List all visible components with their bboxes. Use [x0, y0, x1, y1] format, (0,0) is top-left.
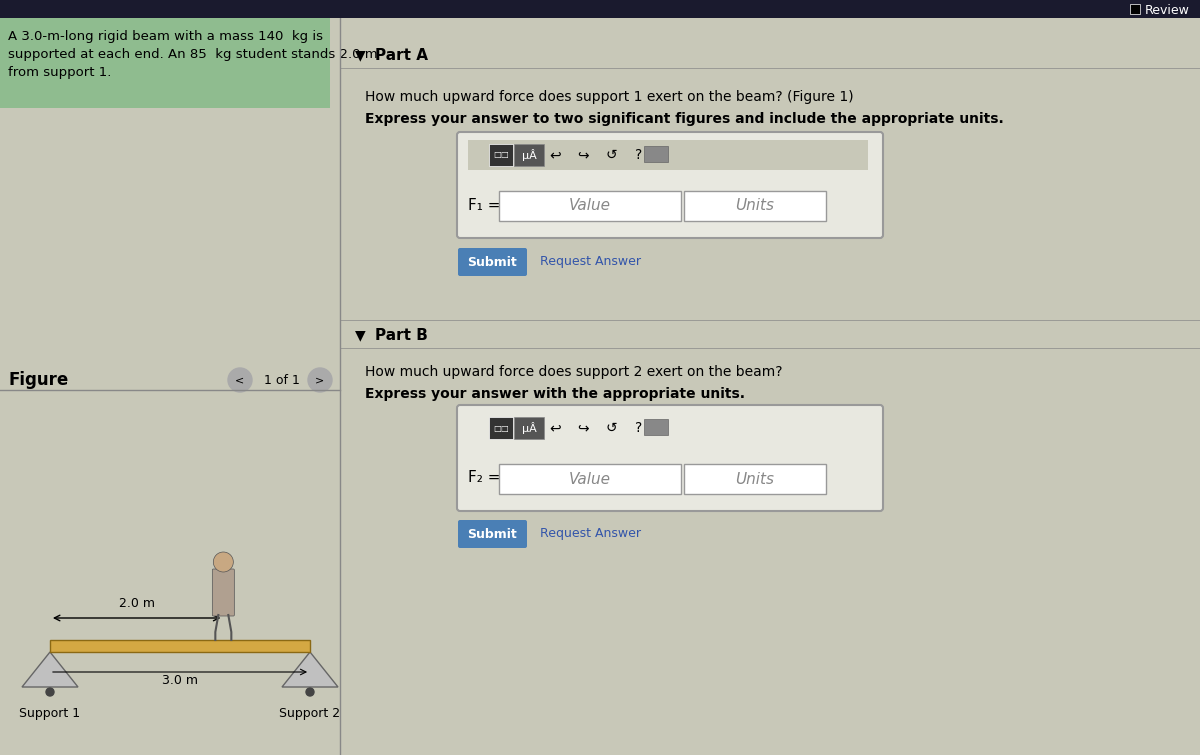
Text: Express your answer to two significant figures and include the appropriate units: Express your answer to two significant f… — [365, 112, 1003, 126]
Text: □□: □□ — [493, 424, 509, 433]
FancyBboxPatch shape — [644, 146, 668, 162]
Text: ↺: ↺ — [605, 421, 617, 435]
FancyBboxPatch shape — [490, 417, 514, 439]
Text: Submit: Submit — [467, 528, 517, 541]
Text: Part A: Part A — [374, 48, 428, 63]
Circle shape — [46, 688, 54, 696]
Text: F₁ =: F₁ = — [468, 198, 500, 212]
Text: How much upward force does support 1 exert on the beam? (Figure 1): How much upward force does support 1 exe… — [365, 90, 853, 104]
Text: Units: Units — [736, 199, 774, 214]
Text: □□: □□ — [493, 150, 509, 159]
FancyBboxPatch shape — [0, 18, 330, 108]
Text: Units: Units — [736, 472, 774, 486]
FancyBboxPatch shape — [499, 464, 682, 494]
FancyBboxPatch shape — [514, 144, 544, 166]
FancyBboxPatch shape — [514, 417, 544, 439]
Text: Request Answer: Request Answer — [540, 255, 641, 269]
Text: >: > — [316, 375, 325, 385]
Text: 3.0 m: 3.0 m — [162, 674, 198, 687]
Text: Request Answer: Request Answer — [540, 528, 641, 541]
Text: F₂ =: F₂ = — [468, 470, 500, 485]
Text: ↩: ↩ — [550, 148, 560, 162]
Text: Part B: Part B — [374, 328, 428, 343]
FancyBboxPatch shape — [457, 132, 883, 238]
Circle shape — [308, 368, 332, 392]
Text: Review: Review — [1145, 4, 1190, 17]
Text: ↩: ↩ — [550, 421, 560, 435]
Text: Figure: Figure — [8, 371, 68, 389]
Text: A 3.0-m-long rigid beam with a mass 140  kg is
supported at each end. An 85  kg : A 3.0-m-long rigid beam with a mass 140 … — [8, 30, 378, 79]
Text: ↪: ↪ — [577, 421, 589, 435]
Text: ?: ? — [635, 148, 643, 162]
FancyBboxPatch shape — [1130, 4, 1140, 14]
Text: ▼: ▼ — [355, 48, 366, 62]
FancyBboxPatch shape — [212, 569, 234, 616]
FancyBboxPatch shape — [50, 640, 310, 652]
FancyBboxPatch shape — [457, 405, 883, 511]
Circle shape — [214, 552, 233, 572]
Text: ?: ? — [635, 421, 643, 435]
FancyBboxPatch shape — [490, 144, 514, 166]
Text: 2.0 m: 2.0 m — [119, 597, 155, 610]
Text: ▼: ▼ — [355, 328, 366, 342]
Text: 1 of 1: 1 of 1 — [264, 374, 300, 387]
Text: Value: Value — [569, 199, 611, 214]
FancyBboxPatch shape — [684, 464, 826, 494]
Circle shape — [306, 688, 314, 696]
FancyBboxPatch shape — [684, 191, 826, 221]
Text: Support 2: Support 2 — [280, 707, 341, 720]
Text: μÂ: μÂ — [522, 422, 536, 434]
Text: Support 1: Support 1 — [19, 707, 80, 720]
Text: Express your answer with the appropriate units.: Express your answer with the appropriate… — [365, 387, 745, 401]
FancyBboxPatch shape — [468, 140, 868, 170]
Text: ↺: ↺ — [605, 148, 617, 162]
FancyBboxPatch shape — [458, 520, 527, 548]
Polygon shape — [22, 652, 78, 687]
FancyBboxPatch shape — [458, 248, 527, 276]
Text: Submit: Submit — [467, 255, 517, 269]
FancyBboxPatch shape — [0, 0, 1200, 18]
Text: Value: Value — [569, 472, 611, 486]
Text: μÂ: μÂ — [522, 149, 536, 161]
FancyBboxPatch shape — [644, 419, 668, 435]
Text: ↪: ↪ — [577, 148, 589, 162]
Text: <: < — [235, 375, 245, 385]
Text: How much upward force does support 2 exert on the beam?: How much upward force does support 2 exe… — [365, 365, 782, 379]
FancyBboxPatch shape — [499, 191, 682, 221]
Polygon shape — [282, 652, 338, 687]
Circle shape — [228, 368, 252, 392]
